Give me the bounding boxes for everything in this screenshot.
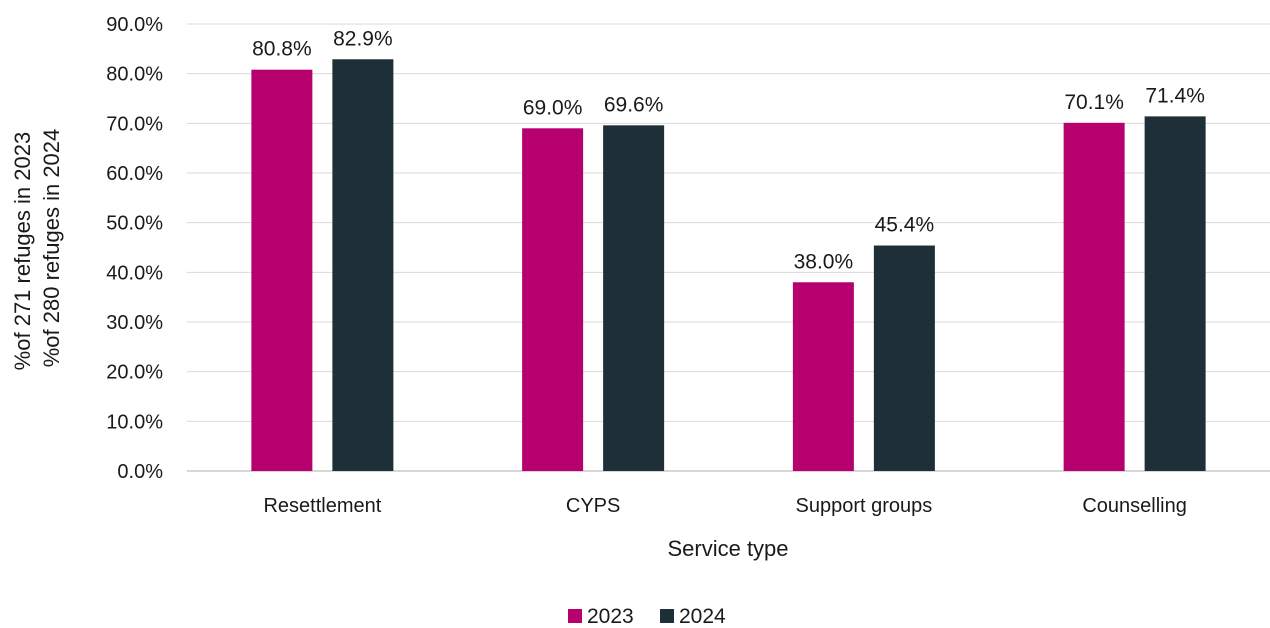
y-tick-label: 0.0% <box>117 461 163 483</box>
bar-2023-cyps <box>522 128 584 472</box>
data-label: 71.4% <box>1145 84 1205 107</box>
y-axis-title-line-2: %of 280 refuges in 2024 <box>39 129 64 368</box>
y-tick-label: 30.0% <box>106 312 163 334</box>
bar-2024-resettlement <box>332 59 394 471</box>
y-axis-title-line-1: %of 271 refuges in 2023 <box>10 132 35 371</box>
bars <box>251 59 1206 472</box>
y-axis-title: %of 271 refuges in 2023 %of 280 refuges … <box>10 126 64 371</box>
y-tick-label: 80.0% <box>106 64 163 86</box>
legend-label: 2023 <box>587 605 634 628</box>
y-tick-label: 70.0% <box>106 113 163 135</box>
y-tick-label: 60.0% <box>106 163 163 185</box>
bar-2023-support-groups <box>792 282 854 471</box>
y-axis-ticks: 0.0% 10.0% 20.0% 30.0% 40.0% 50.0% 60.0% 70.0% 8… <box>106 14 163 483</box>
x-tick-label: Support groups <box>795 495 932 517</box>
y-tick-label: 90.0% <box>106 14 163 36</box>
svg-text:%of 271 refuges in 2023: %of 271 refuges in 2023 %of 280 refuges … <box>10 126 64 371</box>
data-label: 45.4% <box>875 214 935 237</box>
bar-2023-resettlement <box>251 69 313 472</box>
x-tick-label: Counselling <box>1082 495 1187 517</box>
y-tick-label: 40.0% <box>106 262 163 284</box>
legend-swatch <box>568 609 582 623</box>
data-label: 82.9% <box>333 27 393 50</box>
data-labels: 80.8% 82.9% 69.0% 69.6% 38.0% 45.4% 70.1% 71.4% <box>252 27 1205 273</box>
data-label: 69.0% <box>523 96 583 119</box>
bar-2023-counselling <box>1063 122 1125 471</box>
data-label: 38.0% <box>794 250 854 273</box>
bar-2024-counselling <box>1144 116 1206 471</box>
y-tick-label: 10.0% <box>106 411 163 433</box>
legend: 2023 2024 <box>568 605 726 628</box>
data-label: 70.1% <box>1064 91 1124 114</box>
bar-2024-support-groups <box>873 245 935 471</box>
data-label: 80.8% <box>252 38 312 61</box>
legend-item-2023: 2023 <box>568 605 634 628</box>
x-axis-title: Service type <box>667 536 788 561</box>
x-tick-label: Resettlement <box>263 495 381 517</box>
y-tick-label: 20.0% <box>106 362 163 384</box>
data-label: 69.6% <box>604 93 664 116</box>
bar-2024-cyps <box>603 125 665 471</box>
legend-label: 2024 <box>679 605 726 628</box>
x-axis-ticks: Resettlement CYPS Support groups Counsellin… <box>263 495 1186 517</box>
x-tick-label: CYPS <box>566 495 620 517</box>
y-tick-label: 50.0% <box>106 213 163 235</box>
legend-item-2024: 2024 <box>660 605 726 628</box>
legend-swatch <box>660 609 674 623</box>
